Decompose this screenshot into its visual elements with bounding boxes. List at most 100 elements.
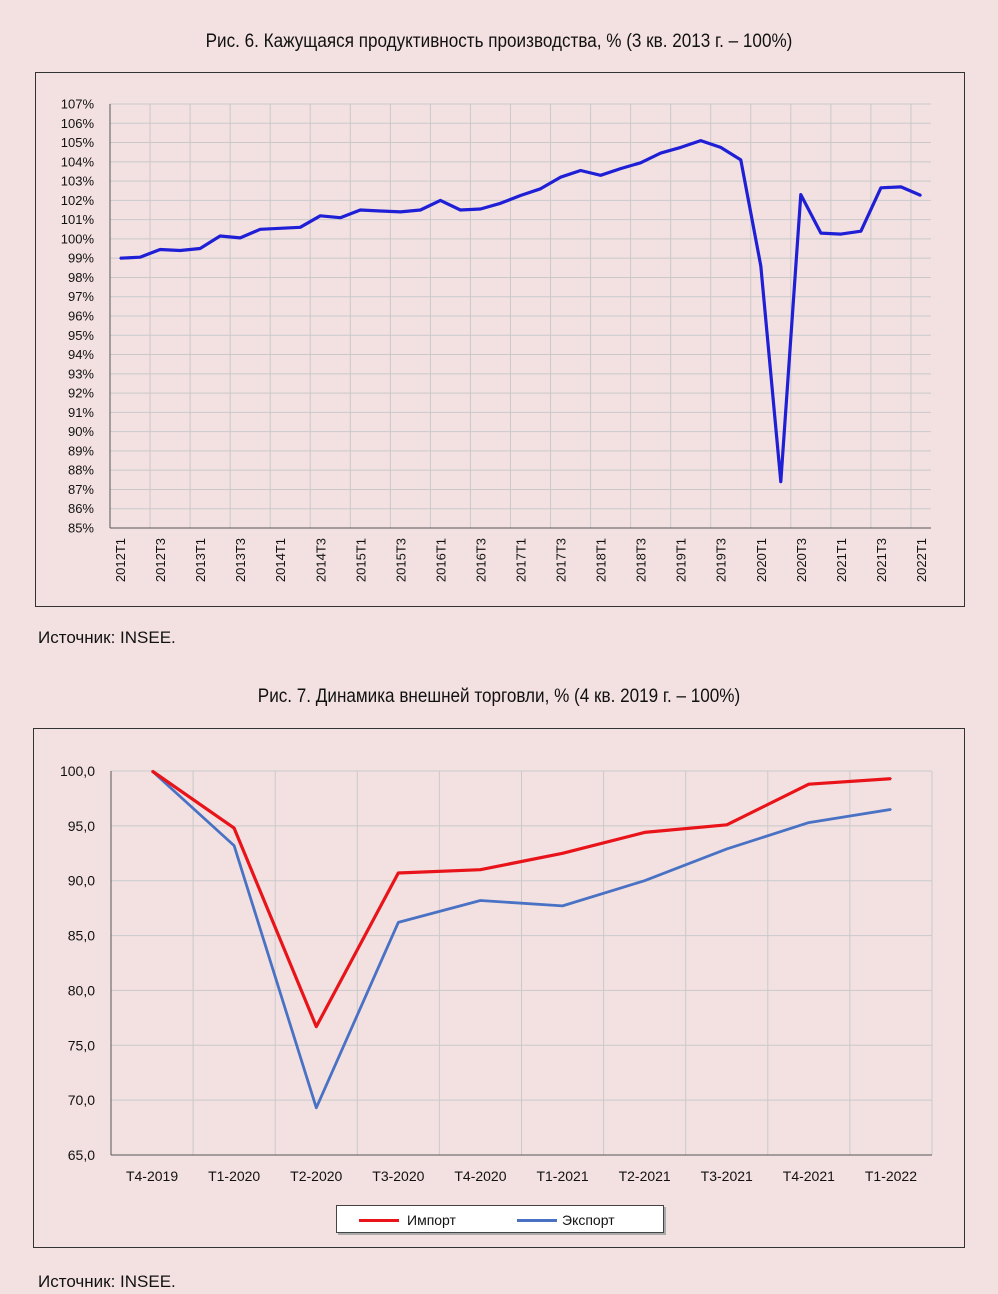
chart2-x-tick-label: T4-2020 [454,1168,506,1184]
chart1-y-tick-label: 85% [68,521,94,536]
chart2-x-tick-label: T2-2021 [619,1168,671,1184]
chart1-y-tick-label: 97% [68,289,94,304]
chart2-data-point-export [725,848,728,850]
chart1-title: Рис. 6. Кажущаяся продуктивность произво… [205,31,793,52]
chart2-series-line-export [151,769,892,1110]
chart1-y-tick-label: 93% [68,366,94,381]
chart2-x-tick-label: T1-2022 [865,1168,917,1184]
chart1-data-point [639,161,642,164]
chart1-y-tick-label: 99% [68,251,94,266]
chart1-x-tick-label: 2013T3 [233,538,248,582]
chart1-x-tick-label: 2012T1 [113,538,128,582]
chart1-data-point [339,216,342,219]
chart1-source: Источник: INSEE. [38,628,176,647]
chart1-x-tick-label: 2016T3 [473,538,488,582]
legend-label-import: Импорт [407,1212,456,1228]
chart1-x-tick-label: 2020T1 [754,538,769,582]
chart2-legend: Импорт Экспорт [336,1205,664,1233]
chart1-y-tick-label: 105% [61,135,95,150]
chart1-data-point [900,186,902,188]
chart2-y-tick-label: 100,0 [60,763,95,779]
chart2-data-point-import [315,1025,318,1028]
chart1-data-point [860,230,862,232]
chart2-data-point-import [479,868,482,871]
chart1-x-tick-label: 2015T3 [393,538,408,582]
chart2-y-tick-label: 75,0 [68,1037,95,1053]
chart1-data-point [379,210,382,212]
chart1-data-point [179,249,181,252]
chart1-y-tick-label: 95% [68,328,94,343]
chart1-data-point [319,214,322,217]
chart2-data-point-export [561,905,564,907]
chart1-data-point [119,257,121,259]
chart2-title: Рис. 7. Динамика внешней торговли, % (4 … [257,686,741,707]
chart1-y-tick-label: 104% [61,154,95,169]
chart1-data-point [519,194,522,197]
chart1-y-tick-label: 107% [61,97,95,112]
chart1-data-point [239,237,241,239]
chart2-data-point-export [808,821,810,824]
legend-swatch-export [517,1219,557,1222]
chart1-x-tick-label: 2019T3 [714,538,729,582]
chart1-x-tick-label: 2013T1 [193,538,208,582]
chart2-x-tick-label: T4-2021 [783,1168,835,1184]
chart1-data-point [739,159,742,161]
chart1-data-point [219,235,221,237]
chart2-series-line-import [151,769,892,1029]
chart1-data-point [920,194,922,197]
chart2-x-tick-label: T2-2020 [290,1168,342,1184]
chart1-y-tick-label: 91% [68,405,94,420]
chart1-data-point [679,146,682,149]
chart1-y-tick-label: 106% [61,116,95,131]
chart1-data-point [439,199,442,202]
chart2-data-point-import [725,823,728,826]
chart1-y-tick-label: 90% [68,424,94,439]
chart1-data-point [780,480,782,483]
chart2-data-point-import [643,831,646,834]
chart2-data-point-export [233,844,235,847]
chart1-data-point [880,187,882,189]
chart2-data-point-import [397,872,400,874]
chart1-data-point [699,139,702,142]
chart2-data-point-import [561,852,564,855]
chart1-y-tick-label: 87% [68,482,94,497]
chart2-x-tick-label: T3-2021 [701,1168,753,1184]
chart2-y-tick-label: 65,0 [68,1147,95,1163]
chart1-x-tick-label: 2017T1 [514,538,529,582]
chart1-y-tick-label: 101% [61,212,95,227]
chart1-data-point [539,188,542,190]
chart2-plot: 100,0 95,0 90,0 85,0 80,0 75,0 70,0 65,0 T4-2019… [60,763,933,1184]
chart1-x-tick-label: 2020T3 [794,538,809,582]
chart1-data-point [820,232,822,234]
chart1-data-point [479,208,482,210]
chart1-data-point [159,248,161,251]
chart2-data-point-import [890,777,892,780]
chart1-x-tick-label: 2022T1 [914,538,929,582]
chart1-y-tick-label: 86% [68,501,94,516]
chart1-y-tick-label: 92% [68,386,94,401]
chart1-y-tick-label: 88% [68,463,94,478]
chart1-data-point [800,193,802,196]
chart2-y-tick-label: 95,0 [68,818,95,834]
chart1-x-tick-label: 2016T1 [433,538,448,582]
chart2-y-tick-label: 85,0 [68,928,95,944]
chart1-y-tick-label: 103% [61,174,95,189]
chart2-y-tick-label: 90,0 [68,873,95,889]
chart1-y-tick-label: 100% [61,231,95,246]
chart1-y-tick-label: 96% [68,309,94,324]
chart2-data-point-export [479,899,482,902]
chart1-x-tick-label: 2015T1 [353,538,368,582]
chart1-data-point [459,209,462,211]
chart1-data-point [719,146,722,149]
chart2-data-point-import [151,770,153,772]
chart1-data-point [759,265,762,267]
chart1-x-tick-label: 2021T1 [834,538,849,582]
chart2-data-point-export [643,879,646,882]
chart2-data-point-export [397,921,400,924]
chart1-data-point [579,169,582,172]
chart1-data-point [279,227,282,230]
chart1-data-point [299,226,302,229]
chart1-x-tick-label: 2019T1 [674,538,689,582]
chart1-data-point [499,202,502,205]
chart2-data-point-export [890,808,892,811]
